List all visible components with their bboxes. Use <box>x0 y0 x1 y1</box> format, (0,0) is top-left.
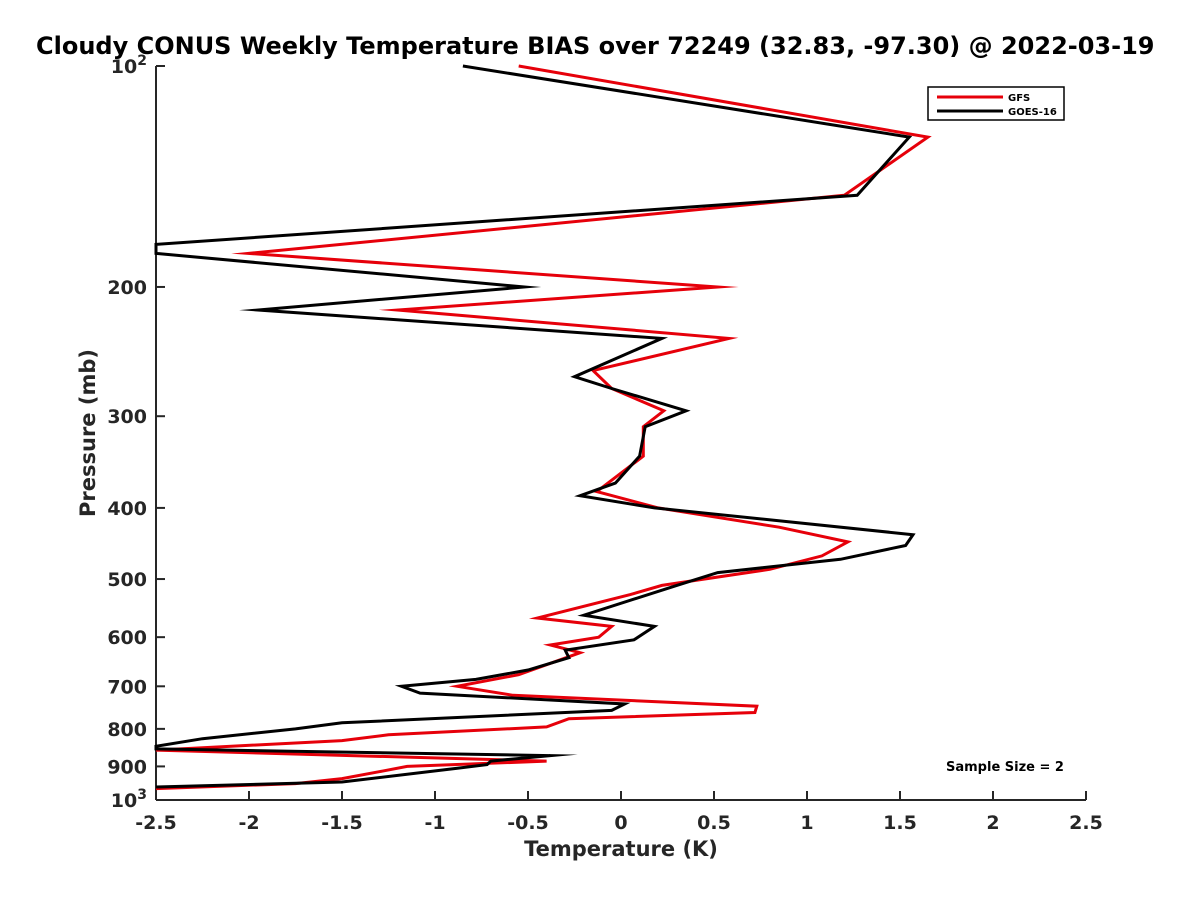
legend-box <box>927 86 1065 121</box>
y-tick-exponent: 2 <box>137 53 147 69</box>
x-tick-label: 2 <box>986 812 999 834</box>
x-tick-label: 0.5 <box>697 812 731 834</box>
legend-label: GOES-16 <box>1008 107 1057 118</box>
x-tick-label: 1.5 <box>883 812 917 834</box>
y-tick-label: 600 <box>107 627 147 649</box>
legend-label: GFS <box>1008 93 1030 104</box>
sample-size-annotation: Sample Size = 2 <box>946 760 1064 775</box>
y-tick-label: 800 <box>107 719 147 741</box>
y-tick-label: 900 <box>107 756 147 778</box>
x-tick-label: -0.5 <box>507 812 549 834</box>
x-tick-label: -1.5 <box>321 812 363 834</box>
x-tick-label: -2.5 <box>135 812 177 834</box>
y-tick-label: 700 <box>107 676 147 698</box>
y-tick-label: 200 <box>107 277 147 299</box>
y-tick-label: 400 <box>107 498 147 520</box>
y-tick-label: 103 <box>111 787 147 812</box>
x-ticks: -2.5 -2 -1.5 -1 -0.5 0 0.5 1 1.5 2 2.5 <box>135 791 1103 834</box>
y-tick-base: 10 <box>111 56 137 78</box>
x-tick-label: 2.5 <box>1069 812 1103 834</box>
y-axis-label: Pressure (mb) <box>76 349 100 517</box>
legend: GFS GOES-16 <box>927 86 1065 121</box>
y-tick-label: 500 <box>107 569 147 591</box>
x-tick-label: -1 <box>424 812 445 834</box>
chart-title: Cloudy CONUS Weekly Temperature BIAS ove… <box>36 32 1154 60</box>
series-lines <box>154 64 932 791</box>
y-tick-label: 102 <box>111 53 147 78</box>
series-line-goes-16 <box>154 64 916 789</box>
y-tick-exponent: 3 <box>137 787 147 803</box>
x-tick-label: -2 <box>238 812 259 834</box>
y-tick-base: 10 <box>111 790 137 812</box>
y-tick-label: 300 <box>107 406 147 428</box>
x-axis-label: Temperature (K) <box>524 837 718 861</box>
x-tick-label: 0 <box>614 812 627 834</box>
x-tick-label: 1 <box>800 812 813 834</box>
